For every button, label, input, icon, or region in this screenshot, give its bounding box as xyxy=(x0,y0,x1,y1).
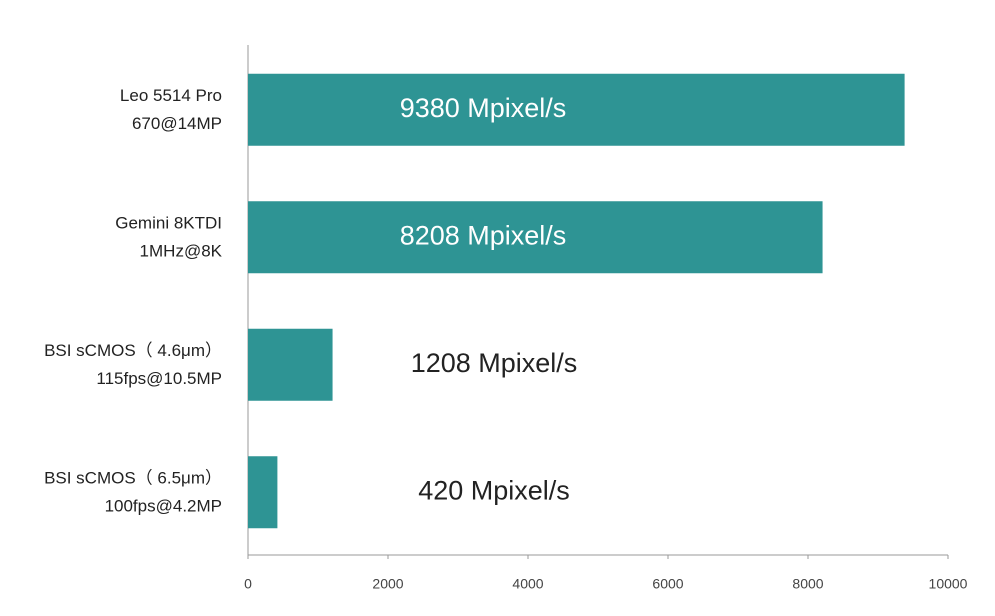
y-tick-label: 670@14MP xyxy=(132,114,222,133)
value-label: 9380 Mpixel/s xyxy=(400,93,567,123)
x-tick-label: 0 xyxy=(244,576,252,592)
y-tick-label: BSI sCMOS（ 4.6μm） xyxy=(44,341,222,360)
value-label: 420 Mpixel/s xyxy=(418,475,570,505)
value-label: 8208 Mpixel/s xyxy=(400,220,567,250)
y-tick-label: Gemini 8KTDI xyxy=(115,214,222,233)
x-tick-label: 2000 xyxy=(372,576,403,592)
x-tick-label: 8000 xyxy=(792,576,823,592)
y-tick-label: Leo 5514 Pro xyxy=(120,86,222,105)
x-tick-label: 6000 xyxy=(652,576,683,592)
y-tick-label: 1MHz@8K xyxy=(140,242,223,261)
y-tick-label: 115fps@10.5MP xyxy=(96,369,222,388)
bar xyxy=(248,73,905,146)
bar xyxy=(248,456,278,529)
value-label: 1208 Mpixel/s xyxy=(411,348,578,378)
bar xyxy=(248,328,333,401)
y-tick-label: 100fps@4.2MP xyxy=(105,497,222,516)
x-tick-label: 4000 xyxy=(512,576,543,592)
y-tick-label: BSI sCMOS（ 6.5μm） xyxy=(44,469,222,488)
x-tick-label: 10000 xyxy=(929,576,968,592)
bar xyxy=(248,201,823,274)
